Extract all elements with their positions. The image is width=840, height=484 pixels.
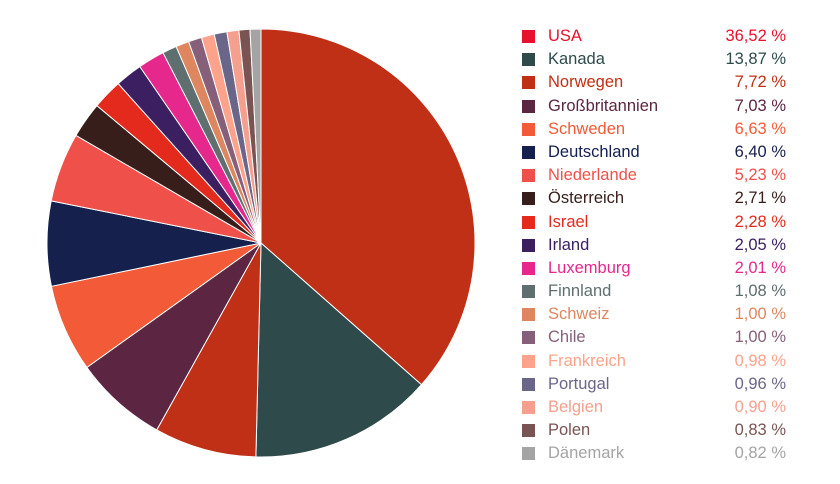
legend-swatch: [522, 424, 535, 438]
legend-value: 1,00 %: [734, 305, 786, 324]
legend-value: 1,08 %: [734, 282, 786, 301]
legend-label: Belgien: [548, 398, 604, 416]
legend-label: Portugal: [548, 374, 610, 393]
legend-item: Chile 1,00 %: [522, 326, 790, 349]
legend: USA 36,52 % Kanada 13,87 % Norwegen 7,72 % Gro…: [522, 25, 790, 466]
legend-item: Niederlande 5,23 %: [522, 164, 790, 187]
legend-label: Schweden: [548, 119, 626, 138]
legend-item: Österreich 2,71 %: [522, 187, 790, 210]
legend-item: Schweiz 1,00 %: [522, 303, 790, 326]
legend-label: Dänemark: [548, 444, 625, 463]
legend-item: Israel 2,28 %: [522, 211, 790, 234]
legend-item: Dänemark 0,82 %: [522, 442, 790, 465]
legend-swatch: [522, 447, 535, 461]
legend-label: Polen: [548, 421, 591, 440]
pie-slice-0: [260, 28, 476, 386]
legend-value: 2,01 %: [734, 258, 786, 277]
legend-label: Kanada: [548, 50, 605, 69]
legend-swatch: [522, 331, 535, 345]
legend-swatch: [522, 238, 535, 252]
legend-item: Norwegen 7,72 %: [522, 71, 790, 94]
legend-item: Luxemburg 2,01 %: [522, 257, 790, 280]
legend-item: Irland 2,05 %: [522, 234, 790, 257]
legend-swatch: [522, 99, 535, 113]
legend-label: Schweiz: [548, 305, 610, 324]
legend-value: 1,00 %: [734, 328, 786, 347]
legend-swatch: [522, 285, 535, 299]
pie-slice-2: [156, 242, 262, 458]
legend-value: 13,87 %: [725, 50, 786, 69]
legend-value: 2,28 %: [734, 212, 786, 231]
legend-value: 0,82 %: [734, 444, 786, 463]
legend-value: 0,83 %: [734, 421, 786, 440]
legend-label: Österreich: [548, 189, 625, 208]
legend-label: Großbritannien: [548, 96, 659, 115]
legend-label: Norwegen: [548, 73, 624, 92]
legend-value: 2,71 %: [734, 189, 786, 208]
legend-item: Schweden 6,63 %: [522, 118, 790, 141]
legend-value: 7,72 %: [734, 73, 786, 92]
legend-item: Deutschland 6,40 %: [522, 141, 790, 164]
legend-label: Chile: [548, 328, 586, 347]
legend-swatch: [522, 76, 535, 90]
legend-swatch: [522, 215, 535, 229]
pie-slice-1: [255, 241, 423, 458]
legend-swatch: [522, 261, 535, 275]
legend-value: 0,90 %: [734, 398, 786, 416]
legend-value: 2,05 %: [734, 235, 786, 254]
pie-slice-18: [249, 28, 262, 244]
legend-label: Irland: [548, 235, 590, 254]
legend-item: Finnland 1,08 %: [522, 280, 790, 303]
legend-swatch: [522, 192, 535, 206]
legend-swatch: [522, 308, 535, 322]
legend-label: Deutschland: [548, 142, 640, 161]
legend-swatch: [522, 354, 535, 368]
legend-swatch: [522, 401, 535, 414]
legend-label: USA: [548, 27, 582, 45]
legend-item: Frankreich 0,98 %: [522, 350, 790, 373]
legend-swatch: [522, 30, 535, 43]
legend-swatch: [522, 169, 535, 183]
legend-item: Großbritannien 7,03 %: [522, 95, 790, 118]
legend-value: 36,52 %: [725, 27, 786, 45]
pie-chart: [46, 28, 476, 458]
legend-value: 5,23 %: [734, 166, 786, 185]
legend-swatch: [522, 122, 535, 136]
legend-item: Belgien 0,90 %: [522, 396, 790, 419]
legend-item: USA 36,52 %: [522, 25, 790, 48]
legend-label: Frankreich: [548, 351, 626, 370]
legend-label: Israel: [548, 212, 589, 231]
legend-value: 0,96 %: [734, 374, 786, 393]
legend-item: Polen 0,83 %: [522, 419, 790, 442]
legend-label: Finnland: [548, 282, 612, 301]
legend-item: Kanada 13,87 %: [522, 48, 790, 71]
legend-label: Niederlande: [548, 166, 637, 185]
legend-item: Portugal 0,96 %: [522, 373, 790, 396]
legend-label: Luxemburg: [548, 258, 631, 277]
legend-value: 6,63 %: [734, 119, 786, 138]
legend-value: 0,98 %: [734, 351, 786, 370]
legend-value: 7,03 %: [734, 96, 786, 115]
legend-swatch: [522, 145, 535, 159]
legend-swatch: [522, 377, 535, 391]
legend-value: 6,40 %: [734, 142, 786, 161]
legend-swatch: [522, 53, 535, 67]
